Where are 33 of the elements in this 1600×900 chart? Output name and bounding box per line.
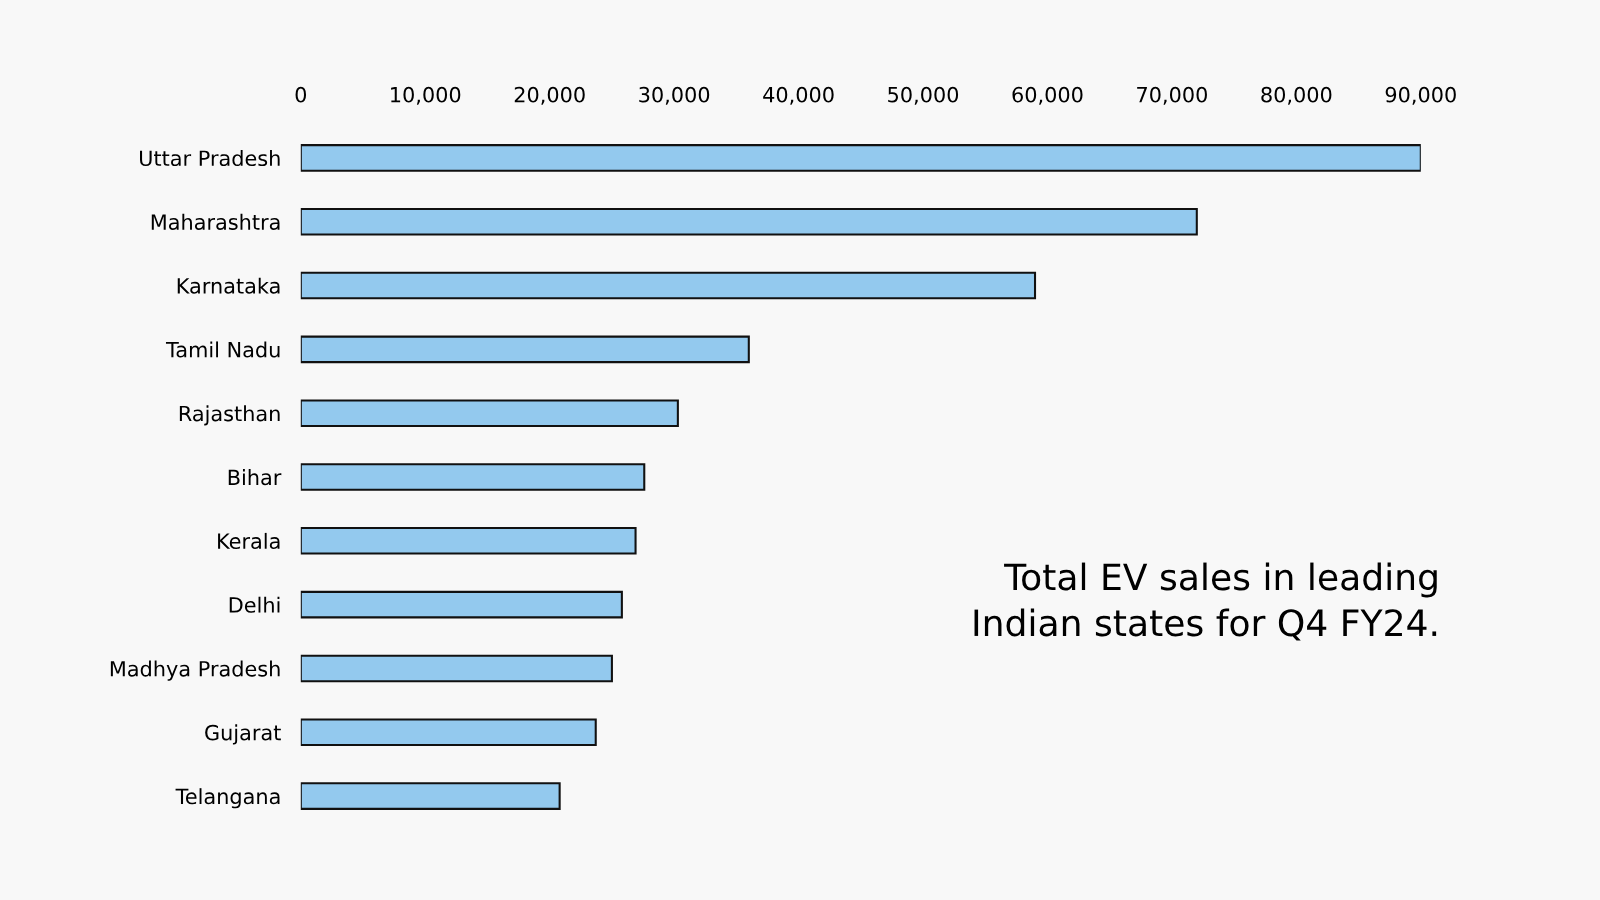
bar <box>300 654 613 683</box>
bar <box>300 335 750 364</box>
y-tick-label: Telangana <box>175 788 280 809</box>
x-tick-label: 60,000 <box>1012 86 1083 105</box>
x-tick-label: 90,000 <box>1385 86 1456 105</box>
bar <box>300 718 597 747</box>
y-tick-label: Madhya Pradesh <box>110 660 280 681</box>
y-tick-label: Maharashtra <box>151 213 280 230</box>
y-tick-label: Karnataka <box>177 277 280 294</box>
bar <box>300 527 637 555</box>
x-tick-label: 30,000 <box>639 86 710 105</box>
bar <box>300 207 1198 236</box>
x-tick-label: 40,000 <box>763 86 834 105</box>
y-tick-label: Kerala <box>218 532 280 550</box>
x-tick-label: 20,000 <box>514 86 585 105</box>
bar <box>300 271 1037 300</box>
y-tick-label: Delhi <box>229 596 280 613</box>
x-tick-label: 80,000 <box>1261 86 1332 105</box>
y-tick-label: Uttar Pradesh <box>140 149 280 167</box>
y-tick-label: Rajasthan <box>179 405 280 426</box>
x-tick-label: 10,000 <box>391 86 461 105</box>
x-tick-label: 70,000 <box>1137 86 1207 105</box>
x-tick-label: 0 <box>295 86 307 103</box>
x-tick-label: 50,000 <box>888 86 959 105</box>
bar <box>300 144 1421 172</box>
y-tick-label: Gujarat <box>205 724 281 745</box>
bar <box>300 590 623 619</box>
y-tick-label: Tamil Nadu <box>165 341 280 358</box>
bar <box>300 463 646 491</box>
bar <box>300 782 561 810</box>
bar <box>300 399 679 427</box>
text: Total EV sales in leading Indian states for Q4 FY24. <box>974 562 1437 641</box>
y-tick-label: Bihar <box>228 469 282 486</box>
